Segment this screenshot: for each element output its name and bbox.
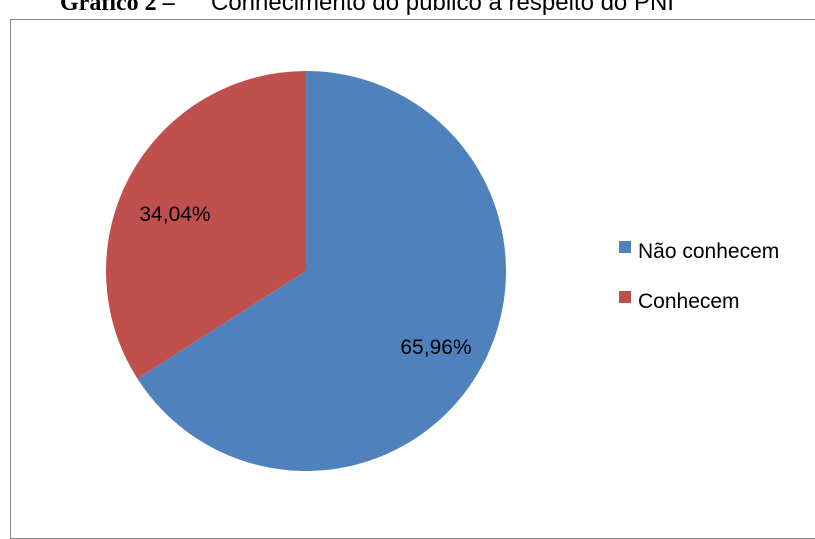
pie-slice-label-0: 65,96%: [400, 336, 471, 359]
legend-label-nao-conhecem: Não conhecem: [638, 238, 779, 266]
pie-slice-label-1: 34,04%: [139, 203, 210, 226]
legend-swatch-conhecem: [619, 291, 631, 303]
legend-swatch-nao-conhecem: [619, 241, 631, 253]
legend-label-conhecem: Conhecem: [638, 288, 740, 316]
